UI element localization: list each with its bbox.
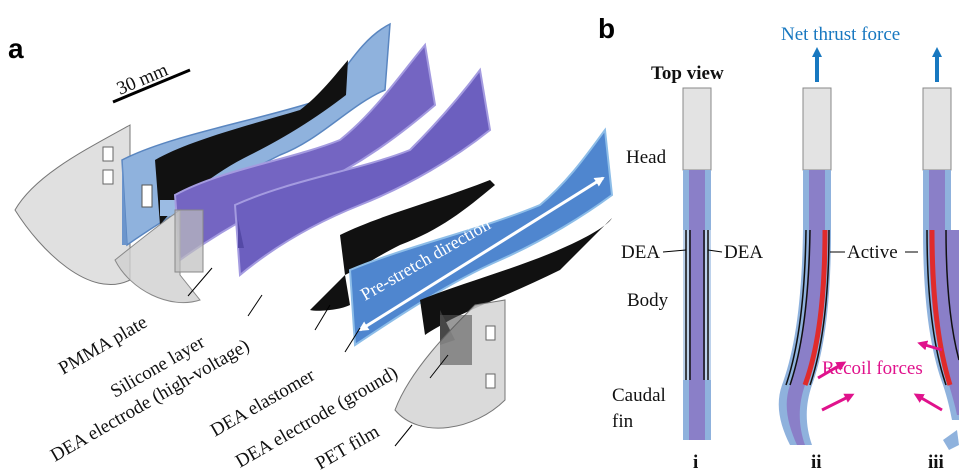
recoil-arrow-iii-b [913,393,943,412]
state-i-label: i [693,452,698,470]
fish-ii-head [802,87,832,171]
scale-bar-line [112,68,191,104]
panel-a: a 30 mm [8,22,614,470]
recoil-label: Recoil forces [822,358,923,379]
head-label: Head [626,147,667,168]
recoil-arrow-ii-b [821,393,855,412]
fish-iii [913,47,959,450]
fish-iii-active-electrode [929,229,953,386]
leader-elastomer [344,327,361,353]
active-label: Active [847,242,898,263]
dea-left-label: DEA [621,242,660,263]
body-label: Body [627,290,669,311]
panel-b: b Top view Net thrust force Head DEA DEA… [598,13,959,470]
pet-film-right [394,299,506,429]
label-pet-film: PET film [312,421,383,470]
leader-pmma [187,267,213,297]
net-thrust-label: Net thrust force [781,24,900,45]
dea-right-leader [707,249,723,253]
panel-b-letter: b [598,13,615,44]
pet-film-left [14,124,131,286]
leader-pet [394,424,413,447]
fish-i-head [682,87,712,171]
scale-bar-label: 30 mm [114,59,171,99]
electrode-hv-layer [233,67,492,278]
state-ii-label: ii [811,452,822,470]
fish-i [682,87,712,440]
recoil-arrow-ii-a [817,361,847,380]
state-iii-label: iii [928,452,944,470]
leader-electrode-hv [314,304,331,331]
top-view-label: Top view [651,63,724,84]
pre-stretch-arrow [358,176,605,332]
fish-ii [778,47,855,445]
leader-electrode-ground [429,354,449,379]
recoil-arrow-iii-a [917,340,943,352]
scale-bar: 30 mm [112,59,191,104]
fin-label: fin [612,411,634,432]
panel-a-letter: a [8,33,24,64]
dea-left-leader [662,249,687,253]
fish-iii-head [922,87,952,171]
fish-ii-active-electrode [802,229,828,386]
caudal-label: Caudal [612,385,666,406]
dea-right-label: DEA [724,242,763,263]
leader-silicone [247,294,263,317]
